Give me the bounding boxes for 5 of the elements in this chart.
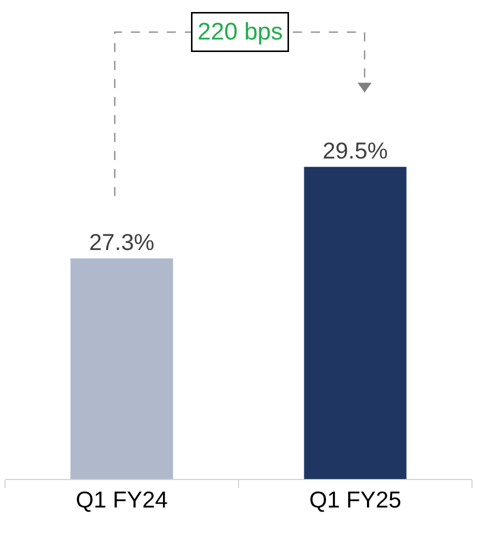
data-label: 27.3% bbox=[89, 229, 154, 256]
x-tick-label: Q1 FY25 bbox=[309, 486, 402, 513]
x-tick-label: Q1 FY24 bbox=[76, 486, 168, 513]
annotation: 220 bps bbox=[198, 18, 283, 46]
data-label: 29.5% bbox=[322, 138, 388, 164]
